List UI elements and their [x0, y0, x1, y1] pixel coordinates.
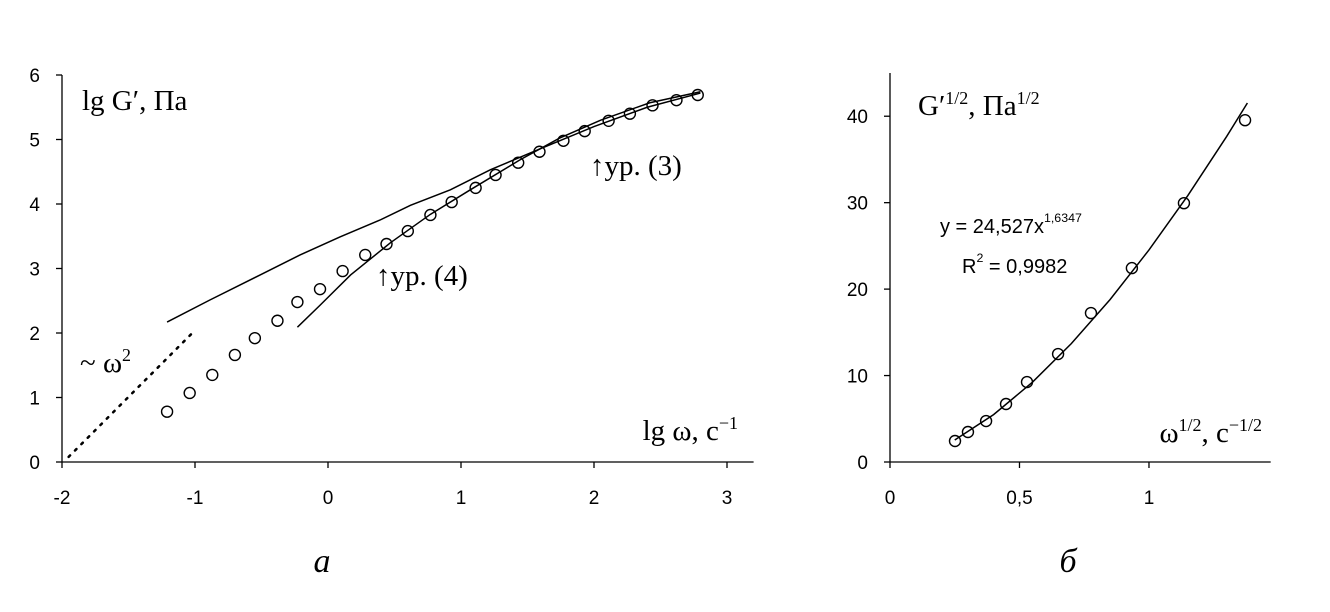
x-tick-label: 0,5 [1006, 488, 1032, 509]
superscript: 1,6347 [1044, 211, 1082, 225]
label-text: = 0,9982 [983, 256, 1067, 278]
superscript: 1/2 [945, 88, 968, 108]
x-tick-label: 1 [456, 488, 467, 509]
data-point [248, 331, 262, 345]
x-tick-label: 3 [722, 488, 733, 509]
label-text: lg G′, Па [82, 85, 188, 117]
label-text: ↑ур. (3) [590, 150, 682, 182]
x-tick-label: 0 [323, 488, 334, 509]
line-series [67, 331, 194, 459]
annotation: R2 = 0,9982 [962, 251, 1067, 278]
data-point [1084, 306, 1098, 320]
y-tick-label: 30 [847, 194, 868, 215]
y-axis-label: G′1/2, Па1/2 [918, 88, 1040, 122]
label-text: y = 24,527x [940, 216, 1044, 238]
x-tick-label: -2 [54, 488, 71, 509]
data-point [380, 237, 393, 251]
label-text: ↑ур. (4) [376, 260, 468, 292]
superscript: 2 [976, 251, 983, 265]
annotation: y = 24,527x1,6347 [940, 211, 1082, 238]
y-tick-label: 2 [29, 324, 40, 345]
y-tick-label: 5 [29, 131, 40, 152]
data-point [183, 386, 196, 400]
data-point [160, 405, 174, 418]
y-tick-label: 0 [857, 453, 868, 474]
superscript: 1/2 [1179, 415, 1202, 435]
y-tick-label: 1 [29, 389, 40, 410]
y-tick-label: 20 [847, 280, 868, 301]
annotation: ↑ур. (4) [376, 260, 468, 292]
label-text: , Па [968, 90, 1016, 122]
data-point [1238, 113, 1252, 127]
x-tick-label: 2 [589, 488, 600, 509]
data-point [1051, 347, 1065, 361]
caption: б [1059, 543, 1078, 580]
superscript: 2 [122, 345, 131, 365]
data-point [313, 282, 327, 296]
y-tick-label: 6 [29, 66, 40, 87]
label-text: G′ [918, 90, 945, 122]
line-series [954, 102, 1249, 441]
data-point [359, 248, 372, 262]
label-text: ~ ω [80, 347, 122, 379]
label-text: R [962, 256, 976, 278]
data-point [228, 348, 242, 362]
label-text: , с [1202, 417, 1229, 449]
y-tick-label: 3 [29, 260, 40, 281]
annotation: ↑ур. (3) [590, 150, 682, 182]
x-tick-label: 0 [885, 488, 896, 509]
data-point [336, 264, 349, 278]
data-point [206, 368, 219, 382]
superscript: −1 [719, 413, 738, 433]
y-tick-label: 4 [29, 195, 40, 216]
x-tick-label: -1 [187, 488, 204, 509]
x-tick-label: 1 [1144, 488, 1155, 509]
x-axis-label: ω1/2, с−1/2 [1159, 415, 1262, 449]
x-axis-label: lg ω, с−1 [643, 413, 738, 447]
superscript: −1/2 [1229, 415, 1262, 435]
y-tick-label: 0 [29, 453, 40, 474]
data-point [291, 295, 304, 309]
annotation: ~ ω2 [80, 345, 131, 379]
label-text: ω [1159, 417, 1178, 449]
data-point [271, 314, 284, 327]
label-text: lg ω, с [643, 415, 719, 447]
data-point [1125, 261, 1139, 275]
y-axis-label: lg G′, Па [82, 85, 188, 117]
line-series [166, 92, 701, 323]
y-tick-label: 40 [847, 107, 868, 128]
y-tick-label: 10 [847, 367, 868, 388]
caption: а [314, 543, 331, 580]
superscript: 1/2 [1017, 88, 1040, 108]
line-series [296, 91, 701, 328]
